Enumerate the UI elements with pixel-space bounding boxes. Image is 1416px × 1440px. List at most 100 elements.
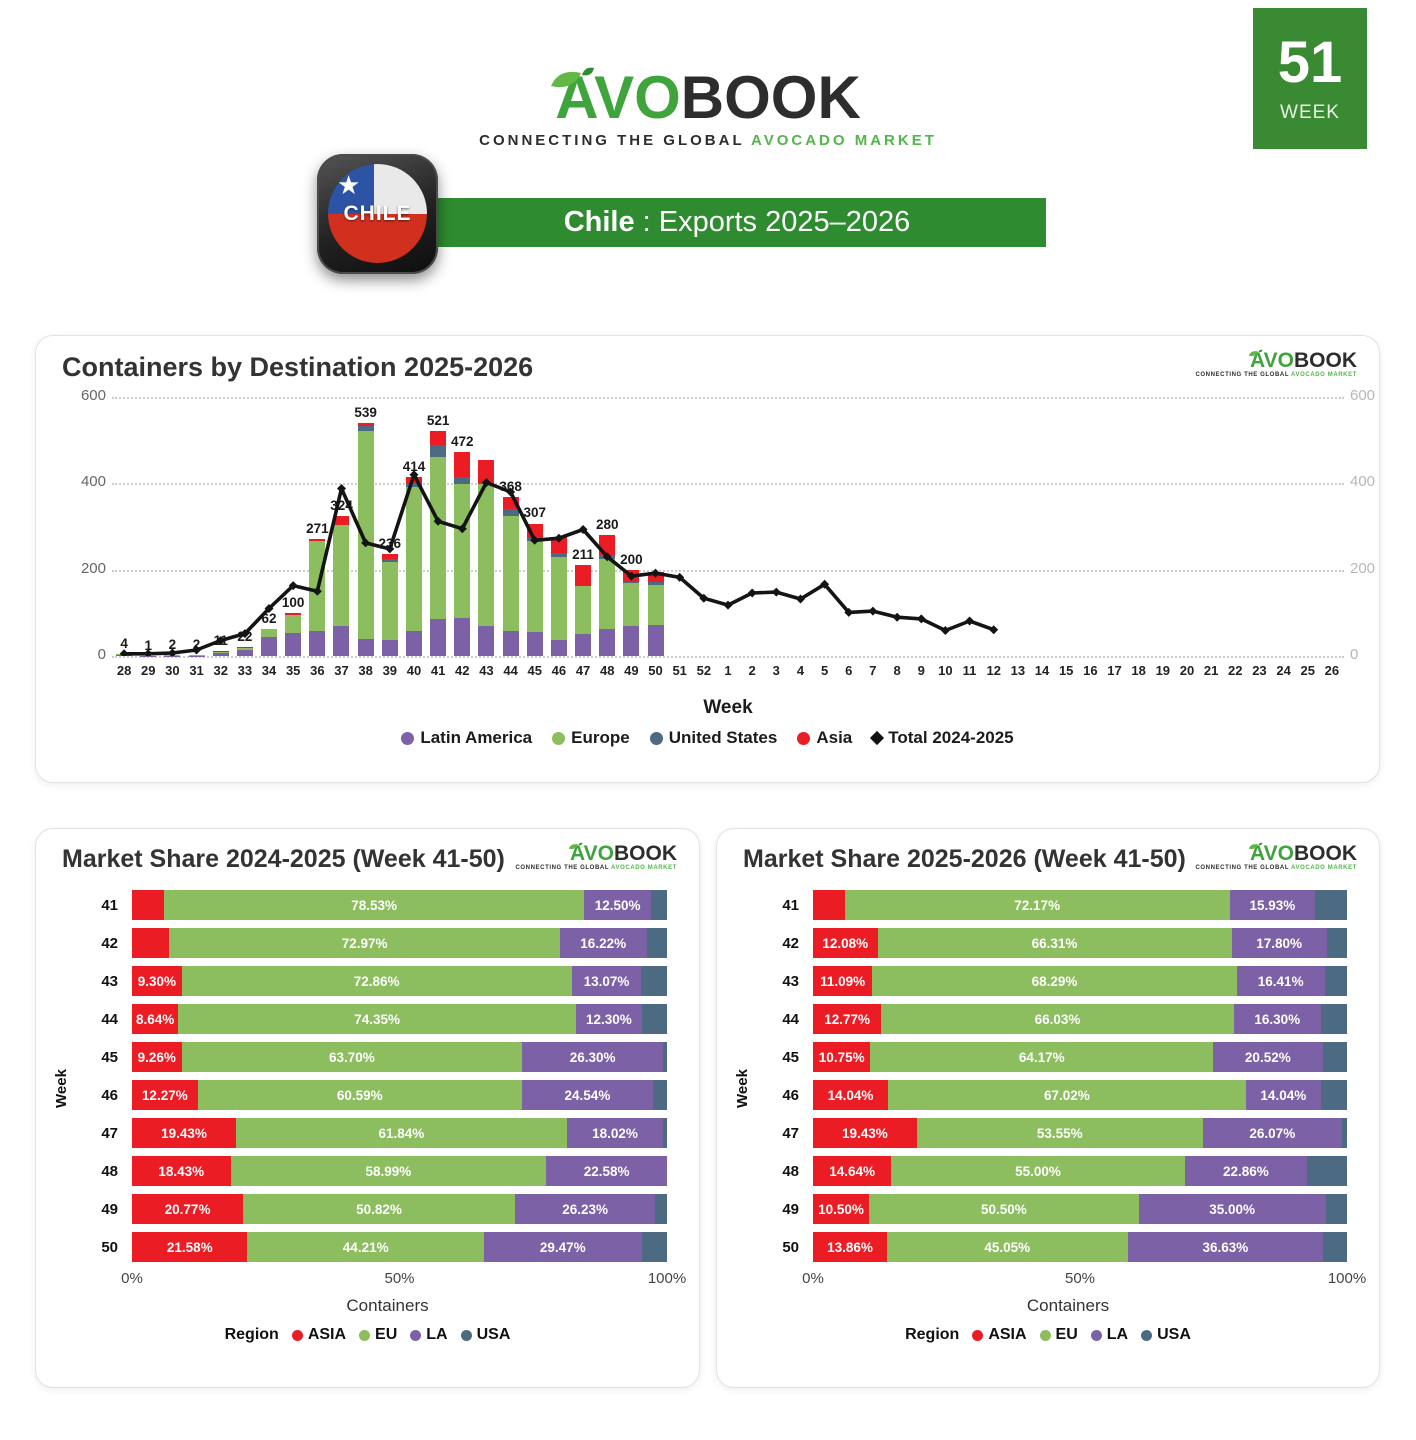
bar-segment-eu <box>478 484 495 627</box>
market-share-2024-header: Market Share 2024-2025 (Week 41-50) AVOB… <box>54 842 681 874</box>
bar-total-label: 22 <box>237 628 253 644</box>
share-segment-usa <box>1325 1194 1347 1224</box>
share-segment-la: 22.86% <box>1184 1156 1307 1186</box>
share-segment-eu: 66.03% <box>881 1004 1234 1034</box>
y-tick-label: 200 <box>80 559 106 577</box>
share-row-week-48: 48 18.43% 58.99% 22.58% <box>82 1156 667 1186</box>
x-tick-label: 38 <box>358 663 373 678</box>
share-bar: 21.58% 44.21% 29.47% <box>132 1232 667 1262</box>
share-bar: 72.97% 16.22% <box>132 928 667 958</box>
la-legend-dot <box>1090 1329 1102 1341</box>
share-segment-asia: 8.64% <box>132 1004 179 1034</box>
avobook-wordmark: AVOBOOK <box>551 68 861 128</box>
bar-total-label: 2 <box>192 637 201 653</box>
share-bar: 12.08% 66.31% 17.80% <box>813 928 1347 958</box>
y-tick-label: 0 <box>97 646 106 663</box>
x-tick-label: 25 <box>1300 663 1315 678</box>
share-segment-usa <box>655 1194 667 1224</box>
week-label: 49 <box>782 1200 799 1218</box>
share-bar: 13.86% 45.05% 36.63% <box>813 1232 1347 1262</box>
share-segment-la: 26.23% <box>514 1194 656 1224</box>
share-segment-la: 36.63% <box>1127 1232 1324 1262</box>
week-label: 49 <box>101 1200 118 1218</box>
x-tick-label: 6 <box>845 663 853 678</box>
share-segment-la: 16.22% <box>559 928 647 958</box>
share-segment-eu: 63.70% <box>181 1042 523 1072</box>
share-row-week-43: 43 11.09% 68.29% 16.41% <box>763 966 1347 996</box>
containers-chart-header: Containers by Destination 2025-2026 AVOB… <box>54 349 1361 383</box>
share-segment-usa <box>651 890 667 920</box>
bar-segment-asia <box>357 423 374 426</box>
share-bar: 8.64% 74.35% 12.30% <box>132 1004 667 1034</box>
x-tick-label: 0% <box>121 1270 143 1287</box>
total-legend-diamond <box>870 730 885 746</box>
share-segment-eu: 45.05% <box>887 1232 1128 1262</box>
gridline <box>112 397 1344 399</box>
week-label: 45 <box>101 1048 118 1066</box>
share-segment-asia: 9.26% <box>132 1042 182 1072</box>
stacked-bar: 22 <box>236 629 253 656</box>
bar-segment-eu <box>623 583 640 627</box>
bar-segment-asia <box>478 459 495 485</box>
la-legend-dot <box>410 1329 422 1341</box>
share-segment-eu: 50.82% <box>243 1194 515 1224</box>
stacked-bar: 472 <box>451 434 474 656</box>
week-label: 45 <box>782 1048 799 1066</box>
bar-total-label: 472 <box>451 434 474 450</box>
stacked-bar: 307 <box>523 505 546 656</box>
share-segment-eu: 72.97% <box>169 928 560 958</box>
share-bar: 14.64% 55.00% 22.86% <box>813 1156 1347 1186</box>
share-segment-asia: 10.50% <box>813 1194 870 1224</box>
market-share-2025-header: Market Share 2025-2026 (Week 41-50) AVOB… <box>735 842 1361 874</box>
share-segment-la: 26.07% <box>1202 1118 1342 1148</box>
legend-label: USA <box>1157 1326 1191 1343</box>
share-segment-usa <box>1326 928 1347 958</box>
x-tick-label: 8 <box>893 663 901 678</box>
x-tick-label: 20 <box>1179 663 1195 678</box>
bar-segment-asia <box>599 535 616 555</box>
x-tick-label: 47 <box>575 663 591 678</box>
x-tick-row: 0% 50% 100% <box>121 1270 686 1288</box>
share-row-week-46: 46 12.27% 60.59% 24.54% <box>82 1080 667 1110</box>
legend-item-asia: ASIA <box>972 1326 1027 1344</box>
bar-segment-eu <box>381 561 398 641</box>
bar-total-label: 271 <box>306 521 329 537</box>
legend-title: Region <box>905 1326 960 1343</box>
week-label: 50 <box>782 1238 799 1256</box>
x-tick-label: 40 <box>406 663 422 678</box>
week-label: 43 <box>782 972 799 990</box>
legend-label: USA <box>476 1326 511 1343</box>
share-segment-eu: 60.59% <box>197 1080 522 1110</box>
week-label: 46 <box>101 1086 118 1104</box>
x-tick-label: 29 <box>141 663 156 678</box>
bar-segment-us <box>502 509 519 517</box>
share-bar: 12.77% 66.03% 16.30% <box>813 1004 1347 1034</box>
week-label: 47 <box>782 1124 799 1142</box>
share-bar: 9.26% 63.70% 26.30% <box>132 1042 667 1072</box>
containers-chart-title: Containers by Destination 2025-2026 <box>62 352 534 382</box>
week-badge-number: 51 <box>1277 30 1343 95</box>
x-tick-label: 43 <box>479 663 494 678</box>
x-tick-label: 49 <box>624 663 639 678</box>
share-segment-eu: 72.86% <box>181 966 572 996</box>
y-tick-label: 600 <box>80 387 106 404</box>
share-segment-asia: 13.86% <box>813 1232 887 1262</box>
usa-legend-dot <box>460 1329 472 1341</box>
x-tick-label: 1 <box>724 663 732 678</box>
x-tick-label: 31 <box>189 663 204 678</box>
bar-segment-eu <box>405 486 422 631</box>
chile-flag-icon: ★ CHILE <box>317 154 438 274</box>
week-label: 46 <box>782 1086 799 1104</box>
bar-segment-asia <box>550 537 567 554</box>
x-tick-label: 7 <box>869 663 877 678</box>
bar-segment-eu <box>502 516 519 631</box>
stacked-bar <box>478 459 495 656</box>
x-tick-label: 35 <box>285 663 301 678</box>
x-tick-label: 24 <box>1276 663 1291 678</box>
share-segment-eu: 68.29% <box>872 966 1237 996</box>
bar-segment-eu <box>261 629 278 638</box>
x-tick-label: 51 <box>672 663 687 678</box>
legend-item-total: Total 2024-2025 <box>870 728 1014 748</box>
leaf-icon <box>549 46 599 106</box>
week-label: 42 <box>101 934 118 952</box>
